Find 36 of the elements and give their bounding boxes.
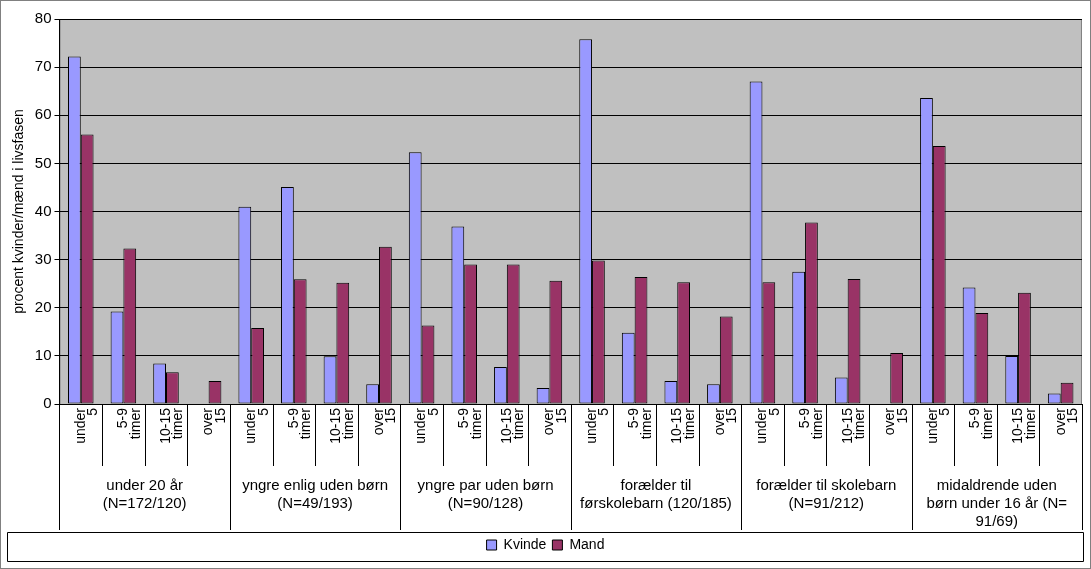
text: yngre enlig uden børn (N=49/193) — [242, 475, 389, 511]
x-tick-label: over 15 — [710, 407, 740, 436]
x-tick-label: over 15 — [199, 407, 229, 436]
y-tick-label: 60 — [34, 105, 52, 123]
x-tick-label: 5-9 timer — [455, 407, 484, 440]
x-tick-label: over 15 — [540, 407, 569, 436]
x-tick-label: 5-9 timer — [795, 407, 825, 440]
legend-label: Mand — [569, 535, 605, 552]
x-tick-label: under 5 — [923, 407, 953, 444]
x-tick-label: 5-9 timer — [966, 407, 995, 440]
text: yngre par uden børn (N=90/128) — [417, 475, 554, 511]
text: midaldrende uden børn under 16 år (N= 91/69) — [926, 475, 1068, 529]
x-tick-label: under 5 — [753, 407, 782, 444]
x-tick-label: over 15 — [369, 407, 399, 436]
text: forælder til skolebarn (N=91/212) — [756, 475, 897, 511]
x-tick-label: under 5 — [71, 407, 101, 444]
x-tick-label: under 5 — [412, 407, 442, 444]
y-tick-label: 50 — [34, 153, 52, 171]
x-tick-label: 5-9 timer — [114, 407, 143, 440]
x-tick-label: under 5 — [582, 407, 612, 444]
text: forælder til førskolebarn (120/185) — [580, 475, 732, 511]
x-tick-label: over 15 — [881, 407, 910, 436]
y-axis-title: procent kvinder/mænd i livsfasen — [10, 109, 27, 314]
x-tick-label: 5-9 timer — [284, 407, 314, 440]
text: under 20 år (N=172/120) — [102, 475, 187, 511]
y-tick-label: 0 — [43, 394, 52, 412]
y-tick-label: 70 — [34, 57, 52, 75]
x-tick-label: under 5 — [242, 407, 271, 444]
y-tick-label: 80 — [34, 9, 52, 27]
x-tick-label: over 15 — [1051, 407, 1081, 436]
legend-label: Kvinde — [503, 535, 547, 552]
y-tick-label: 20 — [34, 297, 52, 315]
x-tick-label: 5-9 timer — [625, 407, 655, 440]
y-tick-label: 40 — [34, 201, 52, 219]
y-tick-label: 30 — [34, 249, 52, 267]
y-tick-label: 10 — [34, 346, 52, 364]
